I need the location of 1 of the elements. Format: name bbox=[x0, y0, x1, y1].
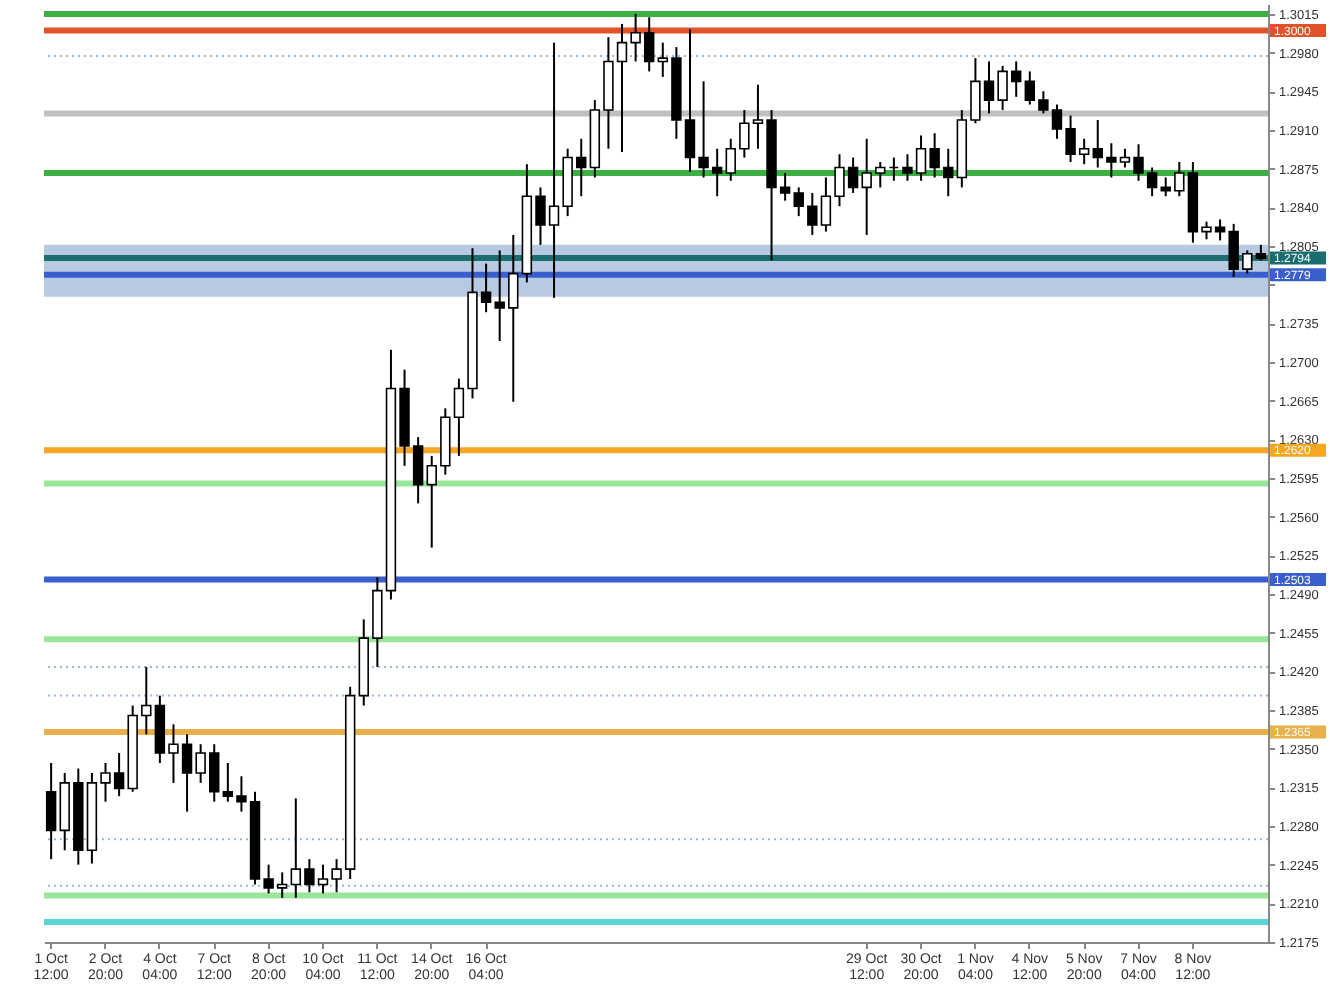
candlestick bbox=[45, 762, 57, 861]
